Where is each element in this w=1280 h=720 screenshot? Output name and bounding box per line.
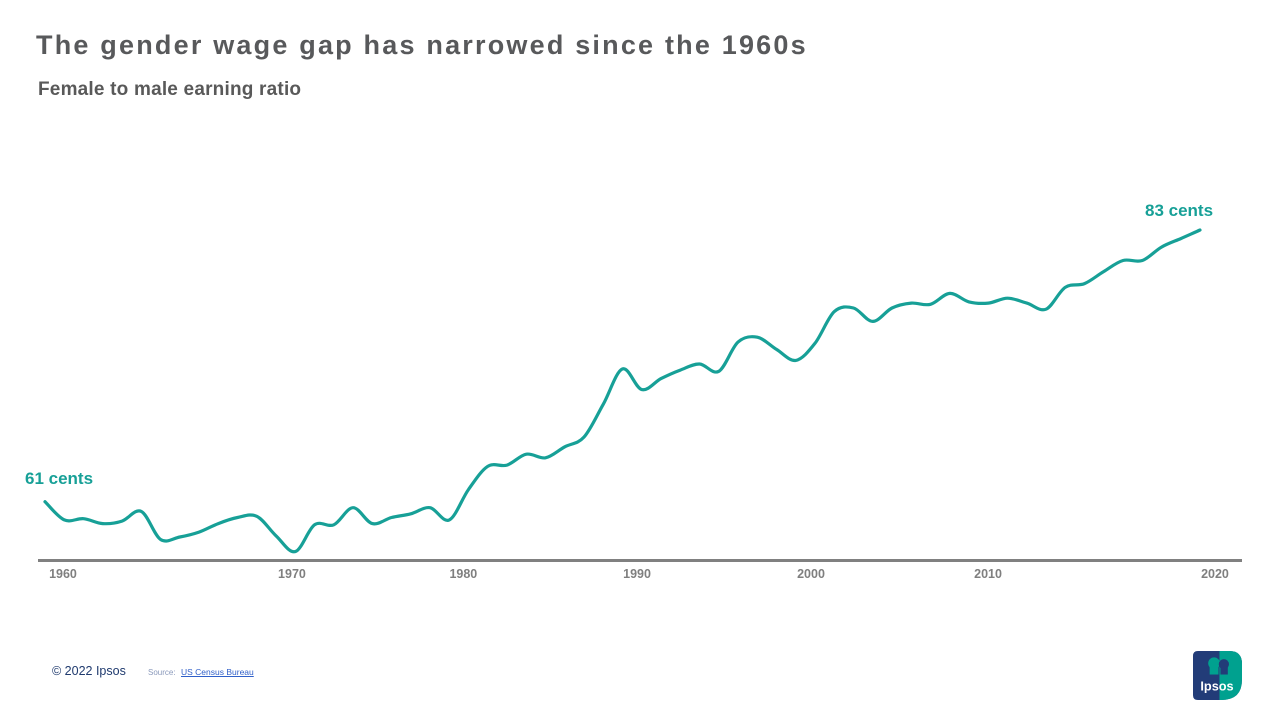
x-axis-ticks: 1960 1970 1980 1990 2000 2010 2020 — [0, 567, 1280, 585]
logo-left-face-neck — [1209, 664, 1219, 675]
source-label: Source: — [148, 668, 176, 677]
x-axis-line — [38, 559, 1242, 562]
x-axis-tick-1980: 1980 — [449, 567, 478, 581]
logo-right-face-neck — [1220, 665, 1228, 675]
end-value-label: 83 cents — [1145, 201, 1214, 220]
ipsos-logo: Ipsos — [1193, 651, 1242, 700]
x-axis-tick-1970: 1970 — [278, 567, 306, 581]
x-axis-tick-2020: 2020 — [1201, 567, 1229, 581]
copyright-text: © 2022 Ipsos — [52, 664, 126, 678]
logo-wordmark: Ipsos — [1200, 679, 1233, 694]
x-axis-tick-2000: 2000 — [797, 567, 825, 581]
start-value-label: 61 cents — [25, 469, 94, 488]
page-subtitle: Female to male earning ratio — [38, 79, 302, 100]
earnings-ratio-line — [43, 228, 1202, 554]
x-axis-tick-1960: 1960 — [49, 567, 77, 581]
x-axis-tick-2010: 2010 — [974, 567, 1002, 581]
page-title: The gender wage gap has narrowed since t… — [36, 30, 808, 60]
x-axis-tick-1990: 1990 — [623, 567, 651, 581]
source-link[interactable]: US Census Bureau — [181, 667, 254, 677]
